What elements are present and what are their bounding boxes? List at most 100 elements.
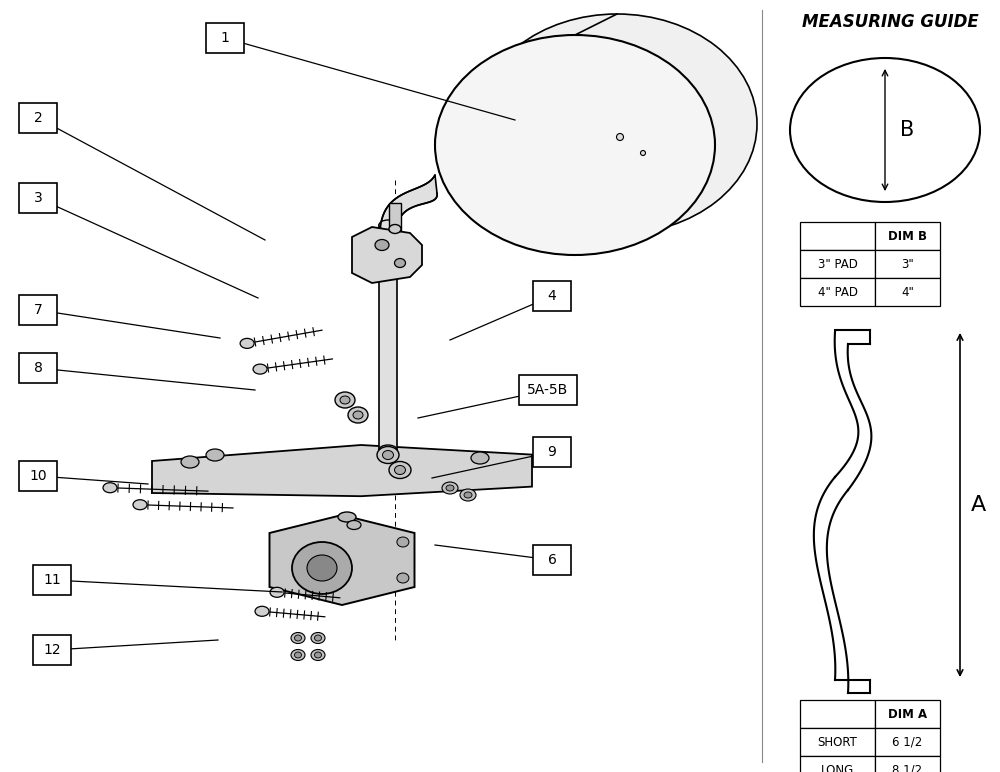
Ellipse shape (240, 338, 254, 348)
Polygon shape (352, 227, 422, 283)
FancyBboxPatch shape (206, 23, 244, 53)
Text: 4: 4 (548, 289, 556, 303)
Ellipse shape (206, 449, 224, 461)
Ellipse shape (255, 606, 269, 616)
Ellipse shape (616, 134, 624, 141)
FancyBboxPatch shape (533, 281, 571, 311)
Ellipse shape (347, 520, 361, 530)
Ellipse shape (460, 489, 476, 501)
Text: 2: 2 (34, 111, 42, 125)
Ellipse shape (375, 239, 389, 250)
FancyBboxPatch shape (800, 222, 875, 250)
FancyBboxPatch shape (875, 278, 940, 306)
FancyBboxPatch shape (33, 565, 71, 595)
Ellipse shape (790, 58, 980, 202)
Ellipse shape (640, 151, 646, 155)
Ellipse shape (133, 499, 147, 510)
Text: B: B (900, 120, 914, 140)
FancyBboxPatch shape (379, 225, 397, 450)
Text: 4" PAD: 4" PAD (818, 286, 858, 299)
Text: DIM B: DIM B (888, 229, 927, 242)
Polygon shape (270, 515, 415, 605)
FancyBboxPatch shape (875, 756, 940, 772)
Text: 3: 3 (34, 191, 42, 205)
Text: MEASURING GUIDE: MEASURING GUIDE (802, 13, 978, 31)
Ellipse shape (253, 364, 267, 374)
Ellipse shape (379, 220, 397, 230)
Text: SHORT: SHORT (818, 736, 857, 749)
FancyBboxPatch shape (875, 728, 940, 756)
Text: 7: 7 (34, 303, 42, 317)
FancyBboxPatch shape (800, 700, 875, 728)
Ellipse shape (311, 649, 325, 661)
Polygon shape (152, 445, 532, 496)
FancyBboxPatch shape (875, 222, 940, 250)
Ellipse shape (394, 259, 406, 268)
Text: 11: 11 (43, 573, 61, 587)
Ellipse shape (348, 407, 368, 423)
FancyBboxPatch shape (800, 728, 875, 756)
Ellipse shape (294, 652, 302, 658)
Text: DIM A: DIM A (888, 707, 927, 720)
FancyBboxPatch shape (875, 700, 940, 728)
FancyBboxPatch shape (875, 250, 940, 278)
Text: 4": 4" (901, 286, 914, 299)
Text: 3": 3" (901, 258, 914, 270)
Ellipse shape (379, 445, 397, 455)
FancyBboxPatch shape (800, 250, 875, 278)
Ellipse shape (311, 632, 325, 644)
FancyBboxPatch shape (800, 278, 875, 306)
Text: 6: 6 (548, 553, 556, 567)
Text: A: A (970, 495, 986, 515)
Text: 8 1/2: 8 1/2 (892, 764, 923, 772)
Ellipse shape (397, 537, 409, 547)
Ellipse shape (389, 225, 401, 233)
Ellipse shape (291, 632, 305, 644)
Ellipse shape (335, 392, 355, 408)
FancyBboxPatch shape (533, 437, 571, 467)
Ellipse shape (397, 573, 409, 583)
Text: 6 1/2: 6 1/2 (892, 736, 923, 749)
Ellipse shape (471, 452, 489, 464)
Ellipse shape (291, 649, 305, 661)
Ellipse shape (442, 482, 458, 494)
Text: 3" PAD: 3" PAD (818, 258, 857, 270)
Ellipse shape (340, 396, 350, 404)
FancyBboxPatch shape (800, 756, 875, 772)
Polygon shape (380, 175, 437, 235)
Ellipse shape (464, 492, 472, 498)
Ellipse shape (307, 555, 337, 581)
FancyBboxPatch shape (19, 295, 57, 325)
Text: 12: 12 (43, 643, 61, 657)
Ellipse shape (377, 446, 399, 463)
FancyBboxPatch shape (519, 375, 577, 405)
FancyBboxPatch shape (533, 545, 571, 575)
FancyBboxPatch shape (19, 103, 57, 133)
Ellipse shape (314, 635, 322, 641)
Text: 9: 9 (548, 445, 556, 459)
Ellipse shape (292, 542, 352, 594)
Ellipse shape (294, 635, 302, 641)
Ellipse shape (103, 482, 117, 493)
Text: LONG: LONG (821, 764, 854, 772)
FancyBboxPatch shape (33, 635, 71, 665)
Ellipse shape (477, 14, 757, 234)
Ellipse shape (389, 462, 411, 479)
Text: 1: 1 (221, 31, 229, 45)
Ellipse shape (435, 35, 715, 255)
Ellipse shape (270, 587, 284, 598)
Ellipse shape (181, 456, 199, 468)
FancyBboxPatch shape (19, 353, 57, 383)
FancyBboxPatch shape (389, 203, 401, 231)
Ellipse shape (394, 466, 406, 475)
FancyBboxPatch shape (19, 183, 57, 213)
Ellipse shape (314, 652, 322, 658)
FancyBboxPatch shape (19, 461, 57, 491)
Ellipse shape (353, 411, 363, 419)
Ellipse shape (338, 512, 356, 522)
Ellipse shape (446, 485, 454, 491)
Text: 10: 10 (29, 469, 47, 483)
Ellipse shape (382, 451, 394, 459)
Text: 8: 8 (34, 361, 42, 375)
Text: 5A-5B: 5A-5B (527, 383, 569, 397)
